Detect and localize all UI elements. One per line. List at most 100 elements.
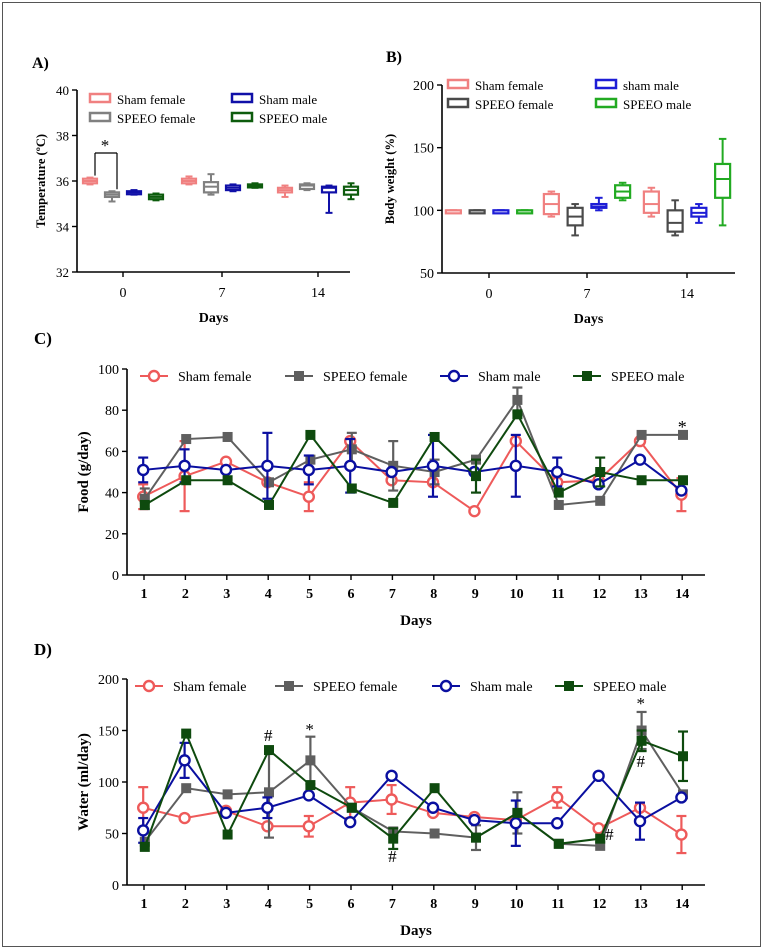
box-speeo-female-day-7 xyxy=(566,203,584,237)
data-point xyxy=(346,802,357,813)
data-point xyxy=(471,471,481,482)
y-tick-label: 100 xyxy=(98,363,119,378)
x-tick-label: 1 xyxy=(141,587,148,602)
data-point xyxy=(509,817,522,830)
box-speeo-female-day-0 xyxy=(468,209,486,215)
data-point xyxy=(181,475,192,486)
data-point xyxy=(471,832,481,843)
box-sham-female-day-7 xyxy=(542,190,560,218)
significance-marker: * xyxy=(678,417,687,437)
legend-marker xyxy=(284,681,294,691)
data-point xyxy=(181,434,192,445)
data-point xyxy=(302,820,315,833)
series-sham-male xyxy=(136,741,688,847)
data-point xyxy=(468,813,481,827)
x-axis-title: Days xyxy=(574,312,604,327)
y-tick-label: 200 xyxy=(413,79,434,94)
x-tick-label: 0 xyxy=(486,287,493,302)
legend-label: SPEEO female xyxy=(117,111,196,126)
box-speeo-male-day-0 xyxy=(516,209,534,215)
data-point xyxy=(675,828,688,841)
y-tick-label: 36 xyxy=(56,174,70,189)
data-point xyxy=(633,814,647,828)
data-point xyxy=(551,465,564,479)
data-point xyxy=(633,453,647,466)
x-tick-label: 14 xyxy=(675,587,689,602)
y-tick-label: 150 xyxy=(413,142,434,157)
box-speeo-female-day-7 xyxy=(202,173,220,196)
y-tick-label: 50 xyxy=(420,267,434,282)
data-point xyxy=(595,833,606,844)
legend-label: sham male xyxy=(623,78,679,93)
box-sham-female-day-0 xyxy=(81,176,99,186)
data-point xyxy=(468,504,481,518)
legend-marker xyxy=(294,371,304,381)
panel-label: C) xyxy=(34,329,52,348)
y-axis-title: Food (g/day) xyxy=(76,431,92,512)
y-tick-label: 0 xyxy=(112,879,119,894)
legend-label: Sham male xyxy=(259,92,317,107)
x-tick-label: 5 xyxy=(306,587,313,602)
data-point xyxy=(264,477,274,488)
series-speeo-male xyxy=(139,728,688,852)
box-speeo-male-day-14 xyxy=(342,182,360,201)
legend-label: SPEEO male xyxy=(623,97,691,112)
y-tick-label: 20 xyxy=(105,528,119,543)
data-point xyxy=(261,801,274,814)
panel-label: D) xyxy=(34,640,52,659)
x-tick-label: 0 xyxy=(120,286,127,301)
box-speeo-female-day-0 xyxy=(103,190,121,203)
data-point xyxy=(675,484,688,497)
data-point xyxy=(302,490,315,503)
y-tick-label: 100 xyxy=(98,776,119,791)
data-point xyxy=(553,838,564,849)
y-tick-label: 50 xyxy=(105,828,119,843)
legend-swatch xyxy=(230,92,254,104)
legend-label: SPEEO female xyxy=(323,370,407,385)
x-tick-label: 3 xyxy=(223,897,230,912)
data-point xyxy=(222,789,233,800)
x-tick-label: 7 xyxy=(389,587,396,602)
legend-marker xyxy=(439,679,453,693)
data-point xyxy=(344,815,357,829)
y-axis-title: Water (ml/day) xyxy=(76,733,92,831)
y-tick-label: 80 xyxy=(105,404,119,419)
y-tick-label: 0 xyxy=(112,569,119,584)
box-speeo-female-day-14 xyxy=(666,199,684,237)
data-point xyxy=(551,817,564,830)
series-line-sham-male xyxy=(143,458,682,492)
x-tick-label: 11 xyxy=(551,587,564,602)
x-tick-label: 7 xyxy=(219,286,226,301)
significance-marker: # xyxy=(388,847,397,866)
data-point xyxy=(139,841,150,852)
x-tick-label: 14 xyxy=(675,897,689,912)
significance-marker: * xyxy=(637,694,646,713)
x-tick-label: 1 xyxy=(141,897,148,912)
data-point xyxy=(385,793,398,806)
data-point xyxy=(678,475,688,486)
data-point xyxy=(512,409,523,420)
data-point xyxy=(264,499,274,510)
data-point xyxy=(388,460,399,471)
legend-label: SPEEO male xyxy=(611,370,685,385)
data-point xyxy=(139,499,150,510)
data-point xyxy=(426,801,440,814)
data-point xyxy=(344,459,357,473)
data-point xyxy=(385,465,398,479)
data-point xyxy=(261,820,274,833)
data-point xyxy=(553,487,564,498)
x-tick-label: 9 xyxy=(472,897,479,912)
data-point xyxy=(264,745,274,756)
legend-label: Sham female xyxy=(178,370,251,385)
data-point xyxy=(553,499,564,510)
y-tick-label: 60 xyxy=(105,445,119,460)
significance-marker: # xyxy=(637,752,646,771)
data-point xyxy=(181,728,192,739)
x-tick-label: 2 xyxy=(182,897,189,912)
x-tick-label: 6 xyxy=(348,587,355,602)
x-tick-label: 13 xyxy=(634,897,648,912)
series-speeo-female xyxy=(139,386,688,511)
box-speeo-male-day-7 xyxy=(614,181,632,202)
data-point xyxy=(429,828,440,839)
